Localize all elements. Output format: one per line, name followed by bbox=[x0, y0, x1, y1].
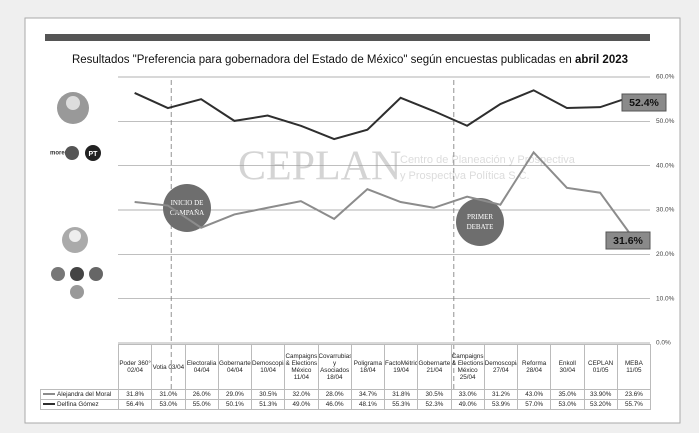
data-table: Poder 360° 02/04 Votia 03/04 Electoralia 0… bbox=[40, 344, 652, 410]
value-label: 31.8% bbox=[383, 389, 419, 400]
value-label: 32.0% bbox=[284, 389, 319, 400]
value-label: 26.0% bbox=[184, 389, 219, 400]
party-logo-text: PT bbox=[89, 151, 99, 158]
x-tick-label: Votia 03/04 bbox=[151, 344, 186, 390]
annotation: PRIMER DEBATE bbox=[467, 213, 494, 231]
x-tick-label: CEPLAN 01/05 bbox=[583, 344, 618, 390]
x-tick-label: Poder 360° 02/04 bbox=[117, 344, 153, 390]
value-label: 53.9% bbox=[483, 399, 519, 410]
table-corner bbox=[41, 345, 119, 390]
value-label: 34.7% bbox=[350, 389, 386, 400]
legend-label: Alejandra del Moral bbox=[57, 391, 112, 398]
y-tick-label: 30.0% bbox=[656, 207, 675, 214]
x-tick-label: Gobernarte 04/04 bbox=[217, 344, 253, 390]
x-tick-label: MEBA 11/05 bbox=[616, 344, 652, 390]
x-tick-label: Demoscopia 27/04 bbox=[483, 344, 519, 390]
value-label: 52.3% bbox=[417, 399, 452, 410]
watermark-subtitle: y Prospectiva Política S.C. bbox=[400, 170, 530, 182]
portrait-face bbox=[66, 96, 80, 110]
legend-entry: Alejandra del Moral bbox=[40, 389, 119, 400]
value-label: 30.5% bbox=[417, 389, 452, 400]
y-tick-label: 40.0% bbox=[656, 162, 675, 169]
value-label: 50.1% bbox=[217, 399, 253, 410]
legend-label: Delfina Gómez bbox=[57, 401, 99, 408]
value-label: 35.0% bbox=[550, 389, 585, 400]
legend-swatch bbox=[43, 393, 55, 396]
x-tick-label: FactoMétrica 19/04 bbox=[383, 344, 419, 390]
value-label: 31.8% bbox=[117, 389, 153, 400]
x-tick-label: Campaigns & Elections México 25/04 bbox=[450, 344, 485, 390]
value-label: 55.3% bbox=[383, 399, 419, 410]
value-label: 53.0% bbox=[550, 399, 585, 410]
callout-box bbox=[605, 231, 651, 250]
party-logo bbox=[85, 145, 101, 161]
value-label: 31.2% bbox=[483, 389, 519, 400]
value-label: 49.0% bbox=[450, 399, 485, 410]
y-tick-label: 0.0% bbox=[656, 340, 671, 347]
value-label: 23.6% bbox=[616, 389, 652, 400]
x-tick-label: Reforma 28/04 bbox=[516, 344, 552, 390]
annotation-circle bbox=[163, 184, 211, 232]
callout-box bbox=[621, 93, 667, 112]
legend-swatch bbox=[43, 403, 55, 406]
value-label: 33.90% bbox=[583, 389, 618, 400]
table-header: Poder 360° 02/04 Votia 03/04 Electoralia 0… bbox=[41, 344, 652, 390]
x-tick-label: Demoscopia 10/04 bbox=[250, 344, 286, 390]
header-bar bbox=[45, 34, 650, 41]
value-label: 49.0% bbox=[284, 399, 319, 410]
value-label: 53.20% bbox=[583, 399, 618, 410]
value-label: 56.4% bbox=[117, 399, 153, 410]
table-row: Alejandra del Moral 31.8% 31.0% 26.0% 29.0% 3… bbox=[40, 389, 652, 400]
x-tick-label: Gobernarte 21/04 bbox=[417, 344, 452, 390]
value-label: 53.0% bbox=[151, 399, 186, 410]
callout: 31.6% bbox=[613, 235, 643, 247]
party-logo bbox=[65, 146, 79, 160]
legend-entry: Delfina Gómez bbox=[40, 399, 119, 410]
value-label: 55.0% bbox=[184, 399, 219, 410]
x-tick-label: Covarrubias y Asociados 18/04 bbox=[317, 344, 352, 390]
y-tick-label: 10.0% bbox=[656, 295, 675, 302]
value-label: 55.7% bbox=[616, 399, 652, 410]
watermark-subtitle: Centro de Planeación y Prospectiva bbox=[400, 154, 576, 166]
watermark: CEPLAN bbox=[238, 144, 401, 190]
series-line bbox=[134, 89, 634, 141]
party-logo bbox=[70, 285, 84, 299]
party-logo bbox=[70, 267, 84, 281]
value-label: 33.0% bbox=[450, 389, 485, 400]
y-tick-label: 60.0% bbox=[656, 74, 675, 81]
value-label: 57.0% bbox=[516, 399, 552, 410]
portrait-face bbox=[69, 230, 81, 242]
chart-title: Resultados "Preferencia para gobernadora… bbox=[72, 54, 628, 66]
party-logo bbox=[89, 267, 103, 281]
annotation-circle bbox=[456, 198, 504, 246]
value-label: 31.0% bbox=[151, 389, 186, 400]
value-label: 48.1% bbox=[350, 399, 386, 410]
value-label: 43.0% bbox=[516, 389, 552, 400]
value-label: 30.5% bbox=[250, 389, 286, 400]
party-logo: morena bbox=[50, 151, 72, 157]
value-label: 46.0% bbox=[317, 399, 352, 410]
callout: 52.4% bbox=[629, 97, 659, 109]
x-tick-label: Campaigns & Elections México 11/04 bbox=[284, 344, 319, 390]
annotation: INICIO DE CAMPAÑA bbox=[170, 199, 204, 217]
y-tick-label: 20.0% bbox=[656, 251, 675, 258]
x-tick-label: Poligrama 18/04 bbox=[350, 344, 386, 390]
y-tick-label: 50.0% bbox=[656, 118, 675, 125]
x-tick-label: Enkoll 30/04 bbox=[550, 344, 585, 390]
series-line bbox=[134, 150, 635, 239]
table-row: Delfina Gómez 56.4% 53.0% 55.0% 50.1% 51.3% 49… bbox=[40, 399, 652, 410]
value-label: 51.3% bbox=[250, 399, 286, 410]
value-label: 28.0% bbox=[317, 389, 352, 400]
x-tick-label: Electoralia 04/04 bbox=[184, 344, 219, 390]
party-logo bbox=[51, 267, 65, 281]
value-label: 29.0% bbox=[217, 389, 253, 400]
